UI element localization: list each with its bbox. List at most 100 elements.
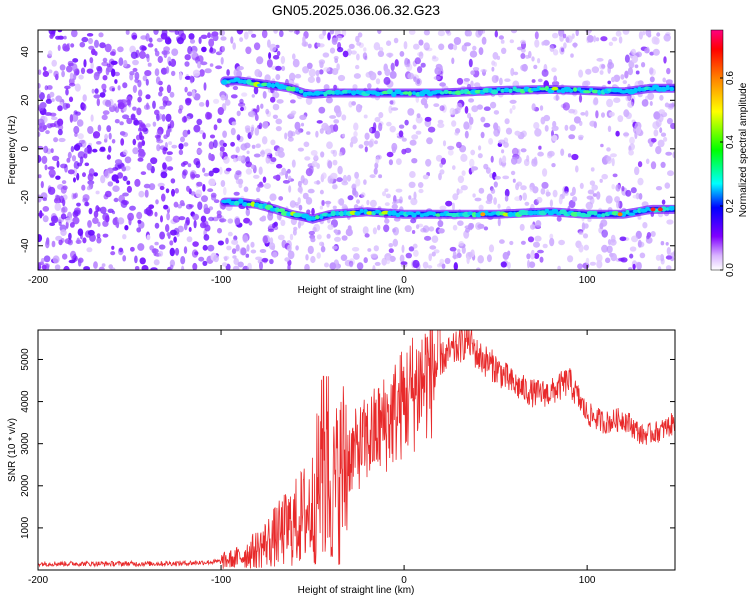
band-blob	[632, 209, 639, 214]
spectrogram-speckle	[88, 207, 93, 215]
spectrogram-speckle	[665, 265, 672, 270]
spectrogram-speckle	[562, 190, 566, 199]
spectrogram-speckle	[263, 183, 271, 189]
snr-x-ticks: -200 -100 0 100	[28, 330, 596, 586]
spectrogram-speckle	[281, 167, 287, 176]
spectrogram-speckle	[236, 155, 244, 162]
spectrogram-speckle	[80, 67, 86, 75]
snr-y-tick-label: 3000	[20, 432, 31, 455]
spectrogram-speckle	[49, 222, 55, 226]
spectrogram-speckle	[452, 193, 459, 201]
spectrogram-speckle	[265, 155, 271, 164]
spectrogram-speckle	[659, 127, 663, 134]
spectrogram-speckle	[302, 178, 309, 186]
spectrogram-speckle	[355, 35, 360, 43]
band-hotspot	[650, 207, 656, 212]
spectrogram-speckle	[209, 134, 216, 139]
spectrogram-speckle	[268, 52, 272, 60]
spectrogram-speckle	[414, 57, 421, 65]
spectrogram-speckle	[431, 251, 436, 257]
spectrogram-x-axis-title: Height of straight line (km)	[298, 285, 415, 296]
spectrogram-speckle	[635, 126, 642, 135]
spectrogram-speckle	[178, 71, 183, 81]
spectrogram-speckle	[389, 125, 396, 133]
spectrogram-speckle	[562, 102, 570, 111]
spectrogram-speckle	[567, 153, 572, 158]
spectrogram-speckle	[213, 139, 218, 149]
spectrogram-speckle	[41, 155, 48, 164]
spectrogram-speckle	[473, 82, 481, 88]
spectrogram-speckle	[217, 118, 222, 124]
spectrogram-speckle	[69, 72, 74, 80]
spectrogram-speckle	[203, 82, 207, 91]
spectrogram-speckle	[47, 50, 53, 57]
spectrogram-speckle	[663, 56, 667, 64]
spectrogram-speckle	[595, 110, 599, 119]
spectrogram-speckle	[570, 192, 575, 197]
spectrogram-speckle	[367, 248, 372, 252]
spectrogram-speckle	[501, 149, 505, 154]
spectrogram-speckle	[146, 234, 151, 241]
spectrogram-speckle	[342, 133, 346, 138]
spectrogram-speckle	[307, 188, 315, 194]
spectrogram-speckle	[335, 109, 342, 118]
spectrogram-speckle	[368, 140, 374, 148]
spectrogram-speckle	[422, 174, 429, 180]
spectrogram-speckle	[534, 39, 540, 48]
spectrogram-speckle	[460, 185, 468, 191]
spectrogram-speckle	[655, 254, 662, 261]
spectrogram-speckle	[114, 159, 123, 165]
snr-x-axis-title: Height of straight line (km)	[298, 585, 415, 596]
spectrogram-speckle	[136, 107, 142, 116]
spectrogram-speckle	[619, 236, 627, 242]
spectrogram-speckle	[290, 99, 296, 104]
spectrogram-speckle	[203, 234, 210, 241]
spectrogram-background	[38, 30, 675, 270]
spectrogram-speckle	[50, 148, 54, 154]
spectrogram-speckle	[342, 174, 348, 184]
spectrogram-speckle	[60, 207, 66, 214]
spectrogram-speckle	[272, 251, 278, 258]
spectrogram-speckle	[336, 63, 340, 71]
band-blob	[637, 86, 642, 92]
spectrogram-speckle	[82, 194, 90, 202]
spectrogram-speckle	[322, 52, 330, 58]
spectrogram-speckle	[377, 30, 382, 35]
spectrogram-speckle	[408, 30, 416, 35]
spectrogram-speckle	[470, 149, 476, 156]
spectrogram-speckle	[327, 32, 331, 41]
spectrogram-speckle	[611, 76, 616, 83]
spectrogram-speckle	[510, 67, 515, 77]
spectrogram-speckle	[99, 42, 106, 49]
spectrogram-speckle	[200, 61, 208, 66]
spectrogram-speckle	[440, 157, 446, 165]
spectrogram-speckle	[502, 251, 509, 260]
spectrogram-speckle	[211, 31, 219, 37]
spectrogram-speckle	[71, 63, 78, 72]
spectrogram-speckle	[154, 68, 160, 77]
spectrogram-speckle	[410, 218, 417, 224]
spectrogram-speckle	[198, 102, 205, 107]
spectrogram-speckle	[332, 159, 338, 166]
spectrogram-speckle	[498, 35, 504, 40]
spectrogram-speckle	[224, 256, 228, 262]
spectrogram-speckle	[192, 241, 199, 247]
spectrogram-speckle	[417, 182, 424, 188]
spectrogram-speckle	[151, 248, 159, 254]
spectrogram-speckle	[38, 234, 43, 243]
spectrogram-speckle	[166, 84, 172, 94]
spectrogram-speckle	[600, 143, 604, 148]
spectrogram-speckle	[219, 146, 225, 153]
spectrogram-speckle	[572, 42, 578, 48]
spectrogram-speckle	[477, 255, 485, 264]
spectrogram-speckle	[316, 252, 321, 259]
spectrogram-speckle	[253, 153, 261, 158]
spectrogram-speckle	[478, 187, 485, 194]
spectrogram-speckle	[470, 80, 474, 89]
spectrogram-speckle	[662, 77, 666, 83]
spectrogram-speckle	[230, 94, 238, 99]
spectrogram-speckle	[620, 257, 628, 263]
spectrogram-speckle	[163, 204, 169, 210]
spectrogram-speckle	[93, 210, 99, 218]
spectrogram-speckle	[468, 98, 475, 103]
